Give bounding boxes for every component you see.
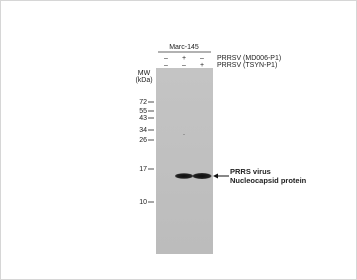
marker-label: 55	[139, 108, 147, 115]
treatment-sign: –	[164, 62, 168, 69]
marker-label: 72	[139, 99, 147, 106]
marker-label: 17	[139, 166, 147, 173]
figure: Marc-145 MW (kDa) PRRS virus Nucleocapsi…	[0, 0, 357, 280]
marker-label: 10	[139, 199, 147, 206]
treatment-sign: –	[182, 62, 186, 69]
cell-line-label: Marc-145	[169, 44, 199, 51]
treatment-sign: +	[182, 55, 186, 62]
annotation: PRRS virus	[230, 167, 271, 176]
treatment-name: PRRSV (MD006-P1)	[217, 55, 281, 62]
marker-label: 34	[139, 127, 147, 134]
marker-label: 43	[139, 115, 147, 122]
treatment-sign: –	[164, 55, 168, 62]
blot-figure: Marc-145 MW (kDa) PRRS virus Nucleocapsi…	[1, 1, 356, 279]
treatment-sign: +	[200, 62, 204, 69]
mw-label: (kDa)	[135, 77, 152, 84]
blot-speck	[183, 134, 185, 135]
treatment-name: PRRSV (TSYN-P1)	[217, 62, 277, 69]
arrow-head	[213, 174, 218, 179]
protein-band	[175, 173, 193, 179]
blot-membrane	[156, 68, 213, 254]
mw-label: MW	[138, 70, 151, 77]
protein-band	[193, 173, 212, 179]
marker-label: 26	[139, 137, 147, 144]
treatment-sign: –	[200, 55, 204, 62]
annotation: Nucleocapsid protein	[230, 176, 307, 185]
